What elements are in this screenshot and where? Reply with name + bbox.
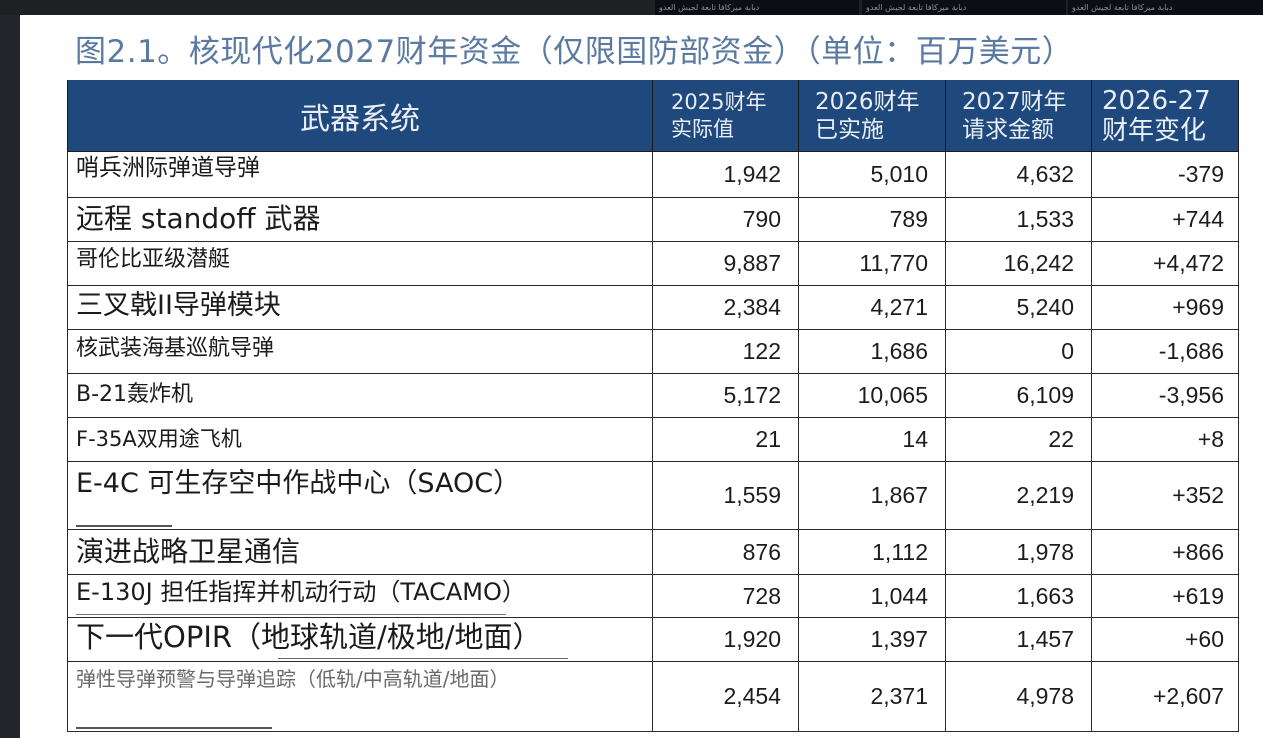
- change-value: +619: [1091, 574, 1239, 618]
- weapon-system-name: 哨兵洲际弹道导弹: [67, 151, 653, 198]
- fy2027-value: 4,632: [945, 151, 1092, 198]
- change-value: -379: [1091, 151, 1239, 198]
- underline-mark: [76, 614, 506, 615]
- fy2026-value: 11,770: [798, 241, 946, 286]
- table-row: E-4C 可生存空中作战中心（SAOC） 1,559 1,867 2,219 +…: [67, 461, 1239, 530]
- change-value: +4,472: [1091, 241, 1239, 286]
- fy2025-value: 2,384: [652, 285, 799, 330]
- fy2027-value: 0: [945, 329, 1092, 374]
- header-fy2026-enacted: 2026财年 已实施: [798, 80, 946, 152]
- weapon-system-name: E-4C 可生存空中作战中心（SAOC）: [67, 461, 653, 530]
- change-value: +8: [1091, 417, 1239, 462]
- header-line: 2027财年: [962, 88, 1067, 115]
- fy2025-value: 1,942: [652, 151, 799, 198]
- change-value: -3,956: [1091, 373, 1239, 418]
- table-row: 远程 standoff 武器 790 789 1,533 +744: [67, 197, 1239, 242]
- weapon-system-label: 下一代OPIR（地球轨道/极地/地面）: [76, 620, 542, 654]
- fy2026-value: 1,044: [798, 574, 946, 618]
- fy2025-value: 790: [652, 197, 799, 242]
- fy2026-value: 1,397: [798, 617, 946, 662]
- fy2027-value: 6,109: [945, 373, 1092, 418]
- table-row: 哨兵洲际弹道导弹 1,942 5,010 4,632 -379: [67, 151, 1239, 198]
- weapon-system-label: 弹性导弹预警与导弹追踪（低轨/中高轨道/地面）: [76, 667, 510, 691]
- table-row: 弹性导弹预警与导弹追踪（低轨/中高轨道/地面） 2,454 2,371 4,97…: [67, 661, 1239, 732]
- fy2025-value: 1,920: [652, 617, 799, 662]
- weapon-system-name: 远程 standoff 武器: [67, 197, 653, 242]
- underline-mark: [278, 658, 568, 659]
- header-weapon-system: 武器系统: [67, 80, 653, 152]
- fy2027-value: 1,978: [945, 529, 1092, 575]
- fy2025-value: 21: [652, 417, 799, 462]
- video-caption-overlay: دبابة ميركافا تابعة لجيش العدو: [862, 0, 1066, 15]
- weapon-system-name: E-130J 担任指挥并机动行动（TACAMO）: [67, 574, 653, 618]
- funding-table: 武器系统 2025财年 实际值 2026财年 已实施 2027财年 请求金额 2…: [67, 80, 1239, 732]
- figure-title: 图2.1。核现代化2027财年资金（仅限国防部资金）（单位：百万美元）: [75, 34, 1074, 70]
- table-row: 下一代OPIR（地球轨道/极地/地面） 1,920 1,397 1,457 +6…: [67, 617, 1239, 662]
- change-value: -1,686: [1091, 329, 1239, 374]
- header-fy2025-actual: 2025财年 实际值: [652, 80, 799, 152]
- weapon-system-name: 弹性导弹预警与导弹追踪（低轨/中高轨道/地面）: [67, 661, 653, 732]
- weapon-system-name: 三叉戟II导弹模块: [67, 285, 653, 330]
- fy2025-value: 122: [652, 329, 799, 374]
- weapon-system-name: 哥伦比亚级潜艇: [67, 241, 653, 286]
- header-fy26-27-change: 2026-27 财年变化: [1091, 80, 1239, 152]
- table-row: B-21轰炸机 5,172 10,065 6,109 -3,956: [67, 373, 1239, 418]
- fy2027-value: 1,663: [945, 574, 1092, 618]
- table-row: 核武装海基巡航导弹 122 1,686 0 -1,686: [67, 329, 1239, 374]
- fy2026-value: 4,271: [798, 285, 946, 330]
- fy2027-value: 1,533: [945, 197, 1092, 242]
- weapon-system-name: 演进战略卫星通信: [67, 529, 653, 575]
- change-value: +2,607: [1091, 661, 1239, 732]
- fy2027-value: 2,219: [945, 461, 1092, 530]
- header-line: 2026财年: [815, 88, 920, 115]
- weapon-system-name: 下一代OPIR（地球轨道/极地/地面）: [67, 617, 653, 662]
- table-header-row: 武器系统 2025财年 实际值 2026财年 已实施 2027财年 请求金额 2…: [67, 80, 1239, 152]
- change-value: +866: [1091, 529, 1239, 575]
- weapon-system-label: E-4C 可生存空中作战中心（SAOC）: [76, 468, 521, 499]
- change-value: +969: [1091, 285, 1239, 330]
- fy2025-value: 9,887: [652, 241, 799, 286]
- underline-mark: [76, 727, 272, 729]
- fy2027-value: 1,457: [945, 617, 1092, 662]
- fy2025-value: 1,559: [652, 461, 799, 530]
- fy2025-value: 876: [652, 529, 799, 575]
- fy2026-value: 789: [798, 197, 946, 242]
- table-row: F-35A双用途飞机 21 14 22 +8: [67, 417, 1239, 462]
- change-value: +60: [1091, 617, 1239, 662]
- header-line: 财年变化: [1102, 115, 1207, 146]
- fy2027-value: 16,242: [945, 241, 1092, 286]
- fy2026-value: 1,112: [798, 529, 946, 575]
- header-line: 已实施: [815, 116, 884, 143]
- underline-mark: [76, 525, 172, 527]
- table-row: 哥伦比亚级潜艇 9,887 11,770 16,242 +4,472: [67, 241, 1239, 286]
- fy2026-value: 10,065: [798, 373, 946, 418]
- fy2025-value: 728: [652, 574, 799, 618]
- video-caption-overlay: دبابة ميركافا تابعة لجيش العدو: [655, 0, 859, 15]
- fy2026-value: 5,010: [798, 151, 946, 198]
- change-value: +744: [1091, 197, 1239, 242]
- video-caption-overlay: دبابة ميركافا تابعة لجيش العدو: [1068, 0, 1263, 15]
- weapon-system-label: E-130J 担任指挥并机动行动（TACAMO）: [76, 578, 526, 606]
- table-row: E-130J 担任指挥并机动行动（TACAMO） 728 1,044 1,663…: [67, 574, 1239, 618]
- weapon-system-name: F-35A双用途飞机: [67, 417, 653, 462]
- table-row: 演进战略卫星通信 876 1,112 1,978 +866: [67, 529, 1239, 575]
- fy2026-value: 1,867: [798, 461, 946, 530]
- header-line: 请求金额: [962, 116, 1054, 143]
- fy2026-value: 2,371: [798, 661, 946, 732]
- fy2027-value: 4,978: [945, 661, 1092, 732]
- fy2026-value: 14: [798, 417, 946, 462]
- header-fy2027-request: 2027财年 请求金额: [945, 80, 1092, 152]
- fy2027-value: 5,240: [945, 285, 1092, 330]
- table-row: 三叉戟II导弹模块 2,384 4,271 5,240 +969: [67, 285, 1239, 330]
- header-line: 2025财年: [671, 89, 767, 114]
- header-line: 2026-27: [1102, 85, 1211, 116]
- fy2025-value: 2,454: [652, 661, 799, 732]
- change-value: +352: [1091, 461, 1239, 530]
- weapon-system-name: B-21轰炸机: [67, 373, 653, 418]
- weapon-system-name: 核武装海基巡航导弹: [67, 329, 653, 374]
- fy2026-value: 1,686: [798, 329, 946, 374]
- fy2025-value: 5,172: [652, 373, 799, 418]
- fy2027-value: 22: [945, 417, 1092, 462]
- header-line: 实际值: [671, 116, 734, 141]
